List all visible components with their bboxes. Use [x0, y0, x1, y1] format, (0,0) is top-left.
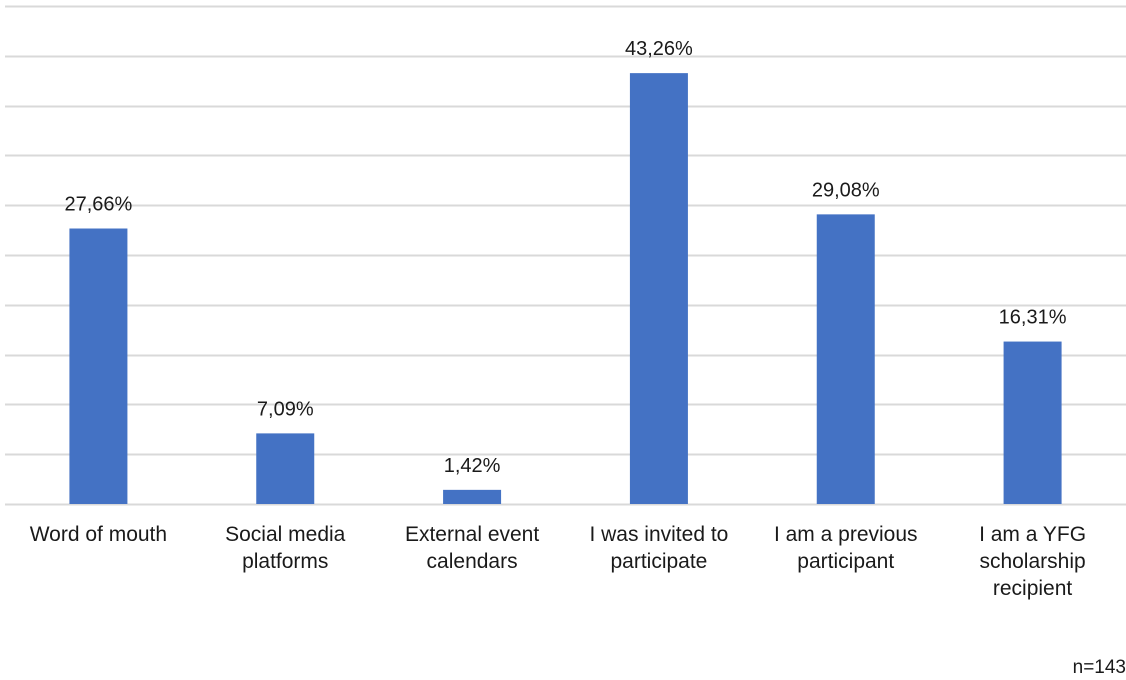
category-label: I am a YFG scholarship recipient [979, 523, 1086, 600]
bar [443, 489, 502, 504]
bar [69, 228, 128, 504]
category-label: Social media platforms [225, 523, 346, 573]
data-label: 29,08% [812, 179, 880, 201]
bar [629, 73, 688, 504]
bar [1003, 341, 1062, 504]
sample-size-note: n=143 [1072, 657, 1126, 678]
category-label: External event calendars [405, 523, 539, 573]
data-label: 1,42% [444, 455, 501, 477]
bar [256, 433, 315, 504]
data-label: 27,66% [64, 194, 132, 216]
data-label: 16,31% [999, 307, 1067, 329]
data-label: 43,26% [625, 38, 693, 60]
category-label: Word of mouth [30, 523, 167, 546]
category-label: I was invited to participate [589, 523, 728, 573]
data-label: 7,09% [257, 398, 314, 420]
bar [816, 214, 875, 504]
category-label: I am a previous participant [774, 523, 918, 573]
